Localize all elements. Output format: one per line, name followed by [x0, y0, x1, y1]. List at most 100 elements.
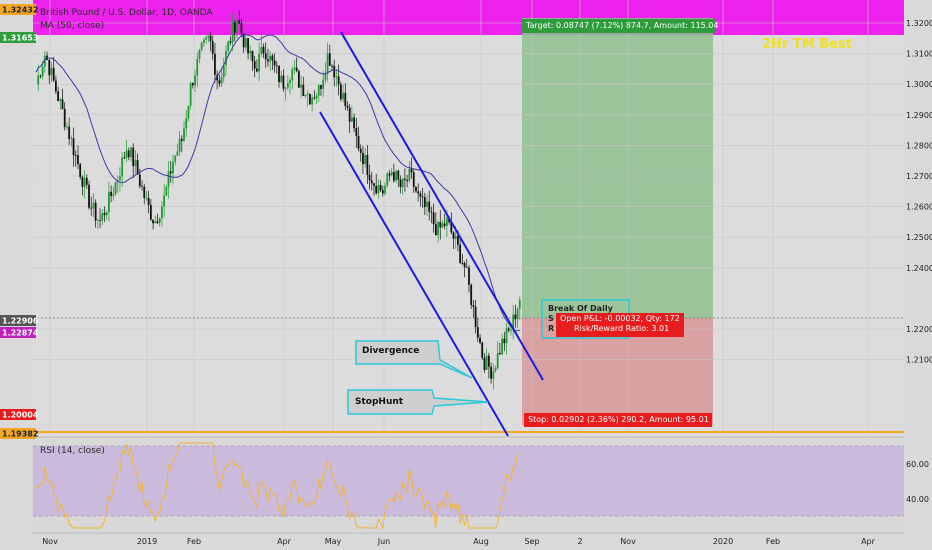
candle — [309, 93, 311, 105]
candle — [514, 314, 517, 320]
candle — [302, 84, 305, 96]
rsi-tick-label: 40.00 — [906, 495, 929, 504]
candle — [339, 84, 342, 100]
candle — [267, 59, 269, 62]
candle — [476, 327, 479, 338]
target-label-bg — [522, 19, 715, 33]
candle — [441, 223, 444, 228]
candle — [434, 224, 437, 236]
candle — [406, 179, 409, 181]
stophunt-callout[interactable] — [347, 389, 489, 415]
candle — [240, 23, 243, 34]
ma-indicator-label[interactable]: MA (50, close) — [40, 21, 105, 31]
candle — [88, 184, 90, 208]
candle — [229, 41, 232, 43]
candle — [154, 221, 157, 224]
candle — [143, 186, 146, 198]
candle — [37, 75, 40, 85]
candle — [105, 212, 108, 216]
candle — [278, 66, 280, 83]
candle — [366, 154, 369, 175]
symbol-title: British Pound / U.S. Dollar, 1D, OANDA — [40, 8, 213, 18]
candle — [145, 197, 148, 199]
candle — [68, 126, 71, 139]
candle — [384, 185, 386, 194]
candle — [81, 177, 84, 187]
time-tick-label: May — [325, 537, 342, 546]
break-text-line3: R — [548, 324, 555, 333]
rsi-indicator-label[interactable]: RSI (14, close) — [40, 446, 105, 456]
price-pane[interactable] — [33, 0, 904, 436]
candle — [180, 138, 183, 141]
candle — [72, 138, 75, 156]
candle — [507, 328, 510, 331]
candle — [291, 69, 294, 81]
candle — [324, 73, 327, 80]
candle — [112, 193, 115, 196]
candle — [357, 135, 360, 149]
candle — [282, 75, 285, 89]
candle — [125, 150, 128, 158]
candle — [284, 87, 287, 89]
candle — [110, 191, 113, 196]
price-tick-label: 1.26000 — [906, 203, 932, 212]
candle — [66, 126, 68, 128]
candle — [457, 235, 459, 245]
candle — [501, 338, 504, 355]
price-tick-label: 1.24000 — [906, 264, 932, 273]
candle — [231, 22, 234, 43]
candle — [490, 366, 492, 379]
candle — [209, 35, 212, 42]
candle — [450, 222, 453, 233]
candle — [437, 221, 439, 236]
candle — [297, 71, 300, 88]
candle — [364, 154, 367, 164]
candle — [335, 76, 338, 78]
candle — [163, 195, 166, 207]
channel-lower-line[interactable] — [319, 111, 509, 437]
candle — [331, 65, 333, 67]
candle — [189, 83, 192, 106]
candle — [362, 152, 364, 164]
candle — [518, 299, 521, 309]
channel-upper-line[interactable] — [340, 31, 544, 381]
candle — [130, 147, 132, 158]
watermark-text: 2Hr TM Best — [762, 37, 852, 52]
candle — [59, 99, 62, 102]
candle — [156, 221, 159, 223]
price-tag — [0, 315, 36, 326]
candle — [410, 168, 413, 173]
stop-label-bg — [524, 413, 712, 427]
rsi-line — [35, 442, 520, 530]
pnl-label-bg — [556, 313, 684, 337]
candle — [494, 368, 497, 372]
candle — [439, 221, 442, 228]
candle — [337, 76, 340, 85]
candle — [161, 206, 163, 219]
candle — [295, 67, 298, 72]
candle — [264, 53, 267, 60]
candle — [443, 223, 446, 226]
candle — [256, 68, 258, 72]
price-axis[interactable] — [904, 0, 932, 550]
candle — [48, 59, 51, 76]
candle — [108, 191, 110, 213]
candle — [388, 173, 391, 176]
stop-label: Stop: 0.02902 (2.36%) 290.2, Amount: 95.… — [528, 415, 709, 424]
rsi-tick-label: 60.00 — [906, 460, 929, 469]
candle — [41, 66, 44, 77]
candle — [306, 93, 309, 95]
candle — [63, 108, 66, 128]
candle — [247, 38, 249, 54]
candle — [114, 182, 117, 194]
candle — [315, 95, 318, 99]
candle — [77, 155, 79, 164]
candle — [280, 75, 283, 83]
candle — [426, 201, 428, 207]
candle — [461, 262, 464, 264]
candle — [492, 371, 495, 379]
candle — [99, 219, 101, 221]
divergence-callout[interactable] — [355, 340, 473, 379]
time-tick-label: Jun — [377, 537, 391, 546]
